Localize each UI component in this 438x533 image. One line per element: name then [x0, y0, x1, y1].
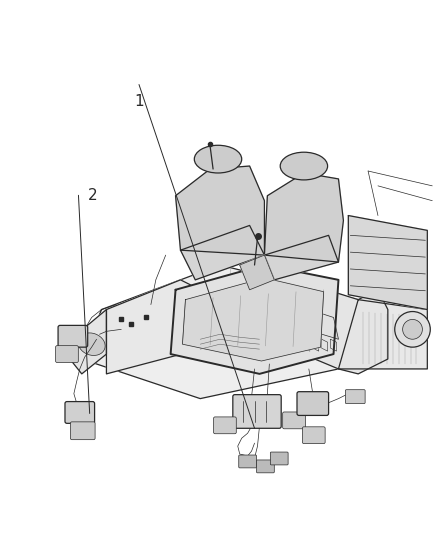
FancyBboxPatch shape	[233, 394, 281, 429]
FancyBboxPatch shape	[257, 460, 274, 473]
Circle shape	[395, 311, 430, 347]
FancyBboxPatch shape	[239, 455, 257, 468]
Ellipse shape	[194, 146, 242, 173]
FancyBboxPatch shape	[302, 427, 325, 443]
Polygon shape	[180, 225, 265, 280]
Polygon shape	[106, 280, 200, 374]
Text: 2: 2	[88, 188, 98, 203]
Polygon shape	[176, 166, 265, 255]
FancyBboxPatch shape	[58, 325, 88, 347]
Polygon shape	[265, 173, 343, 262]
Circle shape	[403, 319, 422, 339]
Polygon shape	[279, 275, 388, 374]
Polygon shape	[294, 304, 339, 339]
Polygon shape	[265, 236, 339, 280]
FancyBboxPatch shape	[346, 390, 365, 403]
FancyBboxPatch shape	[56, 346, 78, 362]
Polygon shape	[183, 278, 324, 361]
Polygon shape	[70, 310, 106, 374]
FancyBboxPatch shape	[65, 401, 95, 423]
FancyBboxPatch shape	[214, 417, 236, 434]
Text: 1: 1	[134, 94, 144, 109]
Polygon shape	[240, 255, 274, 290]
FancyBboxPatch shape	[297, 392, 328, 415]
Polygon shape	[339, 300, 427, 369]
Ellipse shape	[280, 152, 328, 180]
Polygon shape	[348, 215, 427, 310]
Ellipse shape	[78, 333, 105, 356]
FancyBboxPatch shape	[270, 452, 288, 465]
FancyBboxPatch shape	[283, 412, 305, 429]
Polygon shape	[82, 265, 358, 399]
FancyBboxPatch shape	[71, 422, 95, 440]
Polygon shape	[171, 265, 339, 374]
